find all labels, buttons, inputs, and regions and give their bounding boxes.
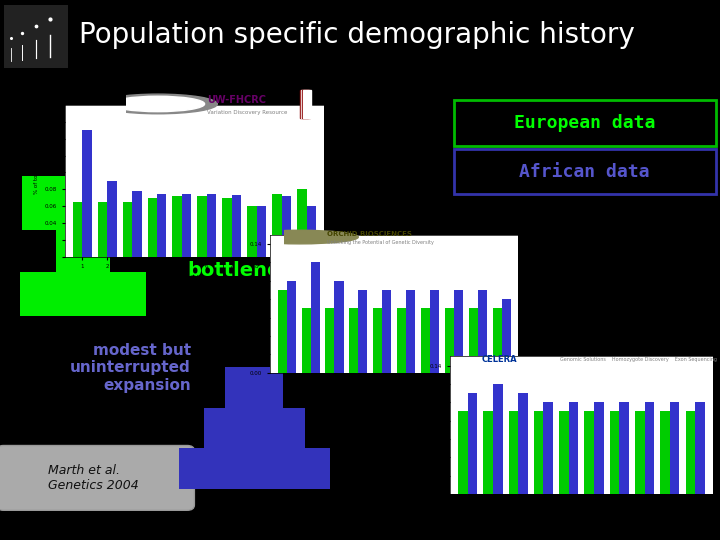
Bar	[197, 196, 207, 256]
Bar	[585, 411, 594, 494]
Bar	[468, 393, 477, 494]
Y-axis label: % of total: % of total	[240, 291, 245, 317]
X-axis label: minor allele count: minor allele count	[557, 512, 606, 517]
Bar	[173, 196, 182, 256]
Bar	[406, 290, 415, 373]
Bar	[204, 408, 305, 448]
X-axis label: minor allele count: minor allele count	[169, 275, 220, 280]
Bar	[559, 411, 569, 494]
Bar	[82, 131, 91, 256]
Text: Marth et al.
Genetics 2004: Marth et al. Genetics 2004	[48, 464, 139, 492]
Bar	[247, 206, 257, 256]
Bar	[272, 193, 282, 256]
Bar	[335, 281, 343, 373]
Bar	[685, 411, 695, 494]
Text: CELERA: CELERA	[482, 355, 517, 363]
Bar	[310, 262, 320, 373]
Bar	[282, 196, 291, 256]
Circle shape	[111, 96, 204, 112]
Bar	[421, 308, 430, 373]
Text: Variation Discovery Resource: Variation Discovery Resource	[207, 110, 287, 115]
Bar	[502, 299, 510, 373]
Bar	[179, 448, 330, 489]
Bar	[569, 402, 578, 494]
Bar	[534, 411, 544, 494]
Bar	[670, 402, 680, 494]
Bar	[222, 198, 232, 256]
Bar	[107, 181, 117, 256]
Bar	[73, 202, 82, 256]
Text: African data: African data	[519, 163, 650, 181]
Bar	[359, 290, 367, 373]
Bar	[300, 90, 307, 118]
Bar	[278, 290, 287, 373]
Bar	[157, 193, 166, 256]
Bar	[122, 202, 132, 256]
Bar	[430, 290, 439, 373]
Bar	[307, 206, 316, 256]
FancyBboxPatch shape	[454, 100, 716, 146]
Text: Unlocking the Potential of Genetic Diversity: Unlocking the Potential of Genetic Diver…	[327, 240, 434, 245]
Text: modest but
uninterrupted
expansion: modest but uninterrupted expansion	[70, 343, 191, 393]
Bar	[232, 195, 241, 256]
Bar	[508, 411, 518, 494]
Text: bottleneck: bottleneck	[187, 260, 305, 280]
Bar	[20, 272, 146, 316]
Circle shape	[242, 230, 359, 244]
Bar	[458, 411, 468, 494]
Bar	[302, 308, 310, 373]
Bar	[325, 308, 335, 373]
Bar	[483, 411, 493, 494]
Bar	[594, 402, 603, 494]
Bar	[695, 402, 705, 494]
Bar	[303, 90, 311, 118]
Bar	[635, 411, 644, 494]
Bar	[98, 202, 107, 256]
Text: UW-FHCRC: UW-FHCRC	[207, 96, 266, 105]
Y-axis label: % of total: % of total	[420, 412, 425, 438]
Bar	[644, 402, 654, 494]
Bar	[22, 176, 144, 230]
Bar	[445, 308, 454, 373]
Bar	[225, 367, 283, 408]
FancyBboxPatch shape	[0, 446, 194, 510]
Bar	[257, 206, 266, 256]
X-axis label: minor allele count: minor allele count	[369, 391, 419, 396]
Bar	[182, 193, 192, 256]
Bar	[518, 393, 528, 494]
Text: Genomic Solutions    Homozygote Discovery    Exon Sequencing: Genomic Solutions Homozygote Discovery E…	[560, 356, 717, 362]
Circle shape	[99, 94, 217, 114]
Bar	[619, 402, 629, 494]
Bar	[544, 402, 553, 494]
Bar	[493, 384, 503, 494]
Bar	[301, 90, 309, 118]
Bar	[297, 190, 307, 256]
Bar	[478, 290, 487, 373]
Text: European data: European data	[514, 114, 655, 132]
Bar	[382, 290, 392, 373]
Bar	[287, 281, 296, 373]
Text: ORCHID BIOSCIENCES: ORCHID BIOSCIENCES	[327, 231, 412, 237]
Bar	[397, 308, 406, 373]
Bar	[302, 90, 310, 118]
Y-axis label: % of total: % of total	[35, 167, 40, 194]
FancyBboxPatch shape	[454, 148, 716, 194]
Bar	[56, 228, 110, 273]
Bar	[207, 194, 216, 256]
Bar	[373, 308, 382, 373]
Bar	[4, 5, 68, 68]
Bar	[610, 411, 619, 494]
Bar	[349, 308, 359, 373]
Bar	[469, 308, 478, 373]
Bar	[148, 198, 157, 256]
Bar	[660, 411, 670, 494]
Text: Population specific demographic history: Population specific demographic history	[79, 21, 635, 49]
Bar	[132, 191, 142, 256]
Bar	[492, 308, 502, 373]
Bar	[454, 290, 463, 373]
